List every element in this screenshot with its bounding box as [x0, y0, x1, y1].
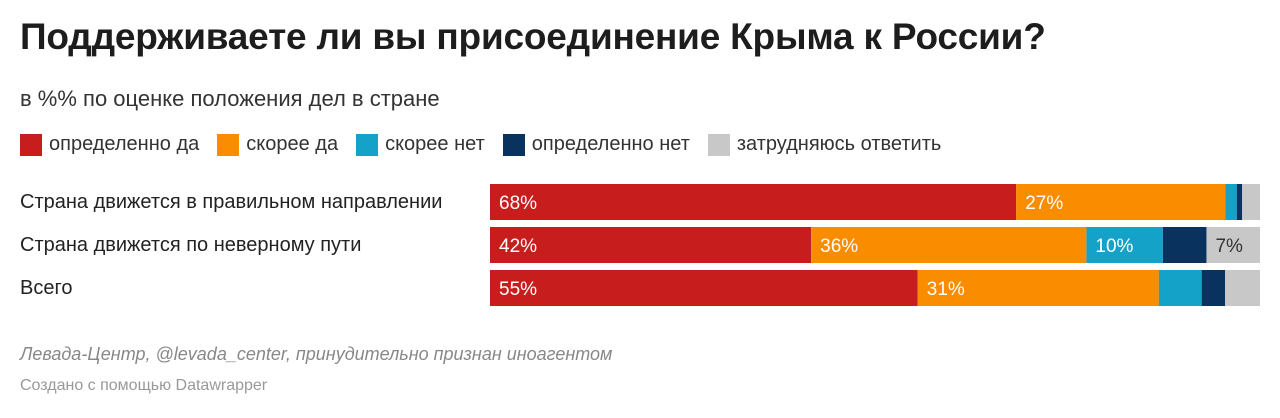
legend-item-rather-yes: скорее да — [217, 133, 338, 156]
bar-segment — [490, 184, 1017, 220]
legend-label: затрудняюсь ответить — [736, 133, 942, 155]
legend-swatch — [20, 133, 42, 156]
bar-segment — [490, 270, 918, 306]
bar-value-label: 36% — [820, 236, 858, 257]
legend-swatch — [356, 133, 379, 156]
bar-segment — [1158, 270, 1202, 306]
bar-segment — [1206, 227, 1260, 263]
bar-segment — [811, 227, 1087, 263]
bar-segment — [1086, 227, 1163, 263]
bar-value-label: 27% — [1025, 193, 1063, 214]
source-note: Левада-Центр, @levada_center, принудител… — [20, 344, 613, 364]
bar-value-label: 10% — [1095, 236, 1133, 257]
row-label-right-direction: Страна движется в правильном направлении — [20, 191, 443, 213]
legend-swatch — [217, 133, 240, 156]
bar-segment — [1162, 227, 1207, 263]
bar-value-label: 31% — [927, 279, 965, 300]
legend-label: скорее нет — [385, 133, 485, 155]
legend-item-hard-to-say: затрудняюсь ответить — [707, 133, 942, 156]
chart-subtitle: в %% по оценке положения дел в стране — [20, 86, 440, 111]
bar-segment — [1201, 270, 1225, 306]
bar-value-label: 42% — [499, 236, 537, 257]
legend: определенно да скорее да скорее нет опре… — [20, 133, 959, 156]
bar-segment — [1236, 184, 1243, 220]
bar-segment — [1016, 184, 1226, 220]
bar-value-label: 68% — [499, 193, 537, 214]
legend-item-rather-no: скорее нет — [356, 133, 485, 156]
legend-swatch — [707, 133, 730, 156]
bar-value-label: 7% — [1215, 236, 1243, 257]
chart-title: Поддерживаете ли вы присоединение Крыма … — [20, 16, 1046, 57]
bar-segment — [1225, 270, 1260, 306]
legend-swatch — [502, 133, 525, 156]
bar-segment — [490, 227, 812, 263]
legend-item-definitely-yes: определенно да — [20, 133, 199, 156]
bar-segment — [1242, 184, 1260, 220]
bar-segment — [917, 270, 1159, 306]
legend-label: скорее да — [246, 133, 339, 155]
row-label-total: Всего — [20, 277, 73, 299]
legend-label: определенно да — [49, 133, 200, 155]
legend-label: определенно нет — [531, 133, 690, 155]
credit-note: Создано с помощью Datawrapper — [20, 377, 268, 394]
bar-segment — [1225, 184, 1237, 220]
bar-value-label: 55% — [499, 279, 537, 300]
legend-item-definitely-no: определенно нет — [502, 133, 690, 156]
row-label-wrong-path: Страна движется по неверному пути — [20, 234, 362, 256]
